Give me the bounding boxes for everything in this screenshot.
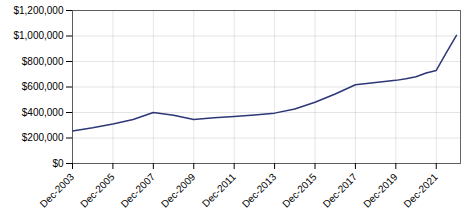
svg-text:Dec-2005: Dec-2005 xyxy=(78,171,117,210)
svg-text:Dec-2013: Dec-2013 xyxy=(240,171,279,210)
svg-text:Dec-2017: Dec-2017 xyxy=(321,171,360,210)
svg-text:$1,200,000: $1,200,000 xyxy=(13,5,63,16)
svg-text:Dec-2009: Dec-2009 xyxy=(159,171,198,210)
svg-text:Dec-2007: Dec-2007 xyxy=(119,171,158,210)
svg-text:$400,000: $400,000 xyxy=(22,107,64,118)
svg-text:Dec-2003: Dec-2003 xyxy=(38,171,77,210)
svg-text:Dec-2011: Dec-2011 xyxy=(200,171,238,209)
svg-text:$600,000: $600,000 xyxy=(22,81,64,92)
svg-text:$1,000,000: $1,000,000 xyxy=(13,30,63,41)
svg-text:$800,000: $800,000 xyxy=(22,56,64,67)
svg-text:$200,000: $200,000 xyxy=(22,132,64,143)
svg-text:Dec-2021: Dec-2021 xyxy=(401,171,440,210)
svg-text:Dec-2019: Dec-2019 xyxy=(361,171,400,210)
svg-text:$0: $0 xyxy=(52,158,64,169)
svg-text:Dec-2015: Dec-2015 xyxy=(280,171,319,210)
